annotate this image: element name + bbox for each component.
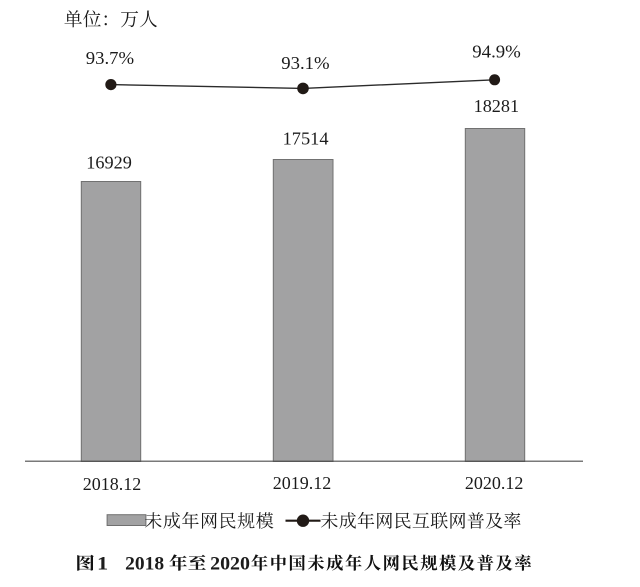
svg-text:2018: 2018 bbox=[125, 554, 164, 575]
svg-text:16929: 16929 bbox=[86, 153, 132, 173]
svg-text:18281: 18281 bbox=[474, 96, 519, 116]
svg-text:17514: 17514 bbox=[283, 128, 329, 148]
svg-text:2020: 2020 bbox=[210, 554, 250, 575]
svg-text:2018.12: 2018.12 bbox=[83, 474, 142, 494]
svg-text:2020.12: 2020.12 bbox=[465, 473, 524, 493]
svg-text:94.9%: 94.9% bbox=[472, 42, 521, 62]
svg-text:2019.12: 2019.12 bbox=[273, 473, 332, 493]
svg-text:93.1%: 93.1% bbox=[281, 53, 329, 73]
svg-text:93.7%: 93.7% bbox=[86, 48, 134, 68]
svg-text:1: 1 bbox=[97, 554, 108, 575]
